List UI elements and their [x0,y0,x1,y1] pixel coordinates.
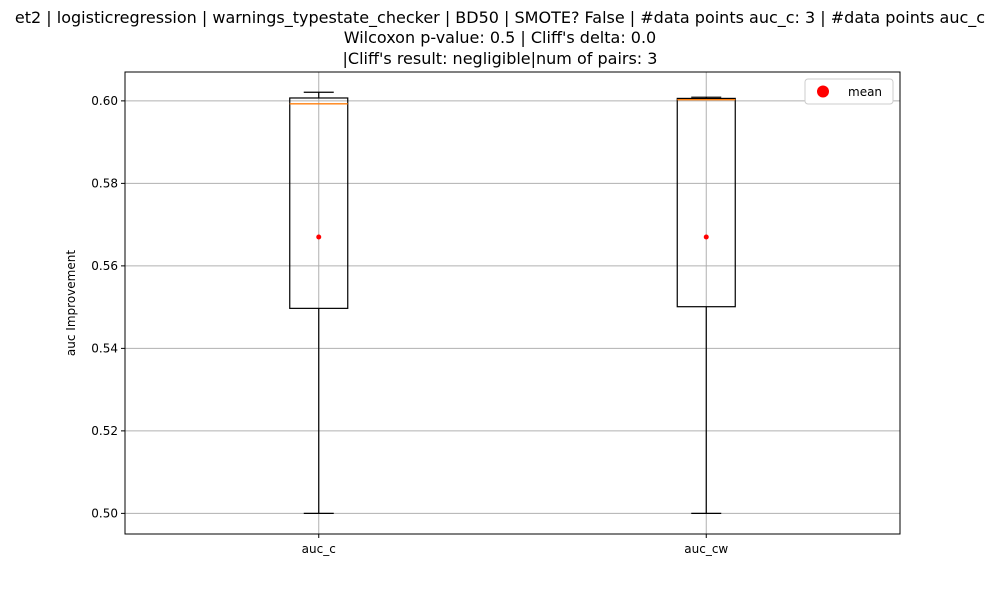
y-axis-label: auc Improvement [64,250,78,356]
legend-mean-label: mean [848,85,882,99]
mean-marker [316,234,322,240]
chart-title: et2 | logisticregression | warnings_type… [15,8,985,68]
x-axis-ticks: auc_c auc_cw [302,534,728,556]
y-tick-label: 0.54 [91,341,118,355]
title-line-3: |Cliff's result: negligible|num of pairs… [343,49,658,68]
y-axis-ticks: 0.50 0.52 0.54 0.56 0.58 0.60 [91,94,125,520]
y-tick-label: 0.52 [91,424,118,438]
title-line-1: et2 | logisticregression | warnings_type… [15,8,985,28]
y-tick-label: 0.50 [91,506,118,520]
y-tick-label: 0.60 [91,94,118,108]
axes-frame [124,71,901,535]
box-iqr [676,97,736,308]
x-tick-label: auc_cw [684,542,728,556]
grid-lines [125,72,900,534]
box-iqr [289,97,349,309]
mean-marker [703,234,709,240]
y-tick-label: 0.56 [91,259,118,273]
plot-area [289,91,736,514]
y-tick-label: 0.58 [91,176,118,190]
title-line-2: Wilcoxon p-value: 0.5 | Cliff's delta: 0… [344,28,656,47]
legend: mean [804,78,894,105]
x-tick-label: auc_c [302,542,336,556]
legend-mean-marker [817,85,829,98]
legend-box [804,78,894,105]
